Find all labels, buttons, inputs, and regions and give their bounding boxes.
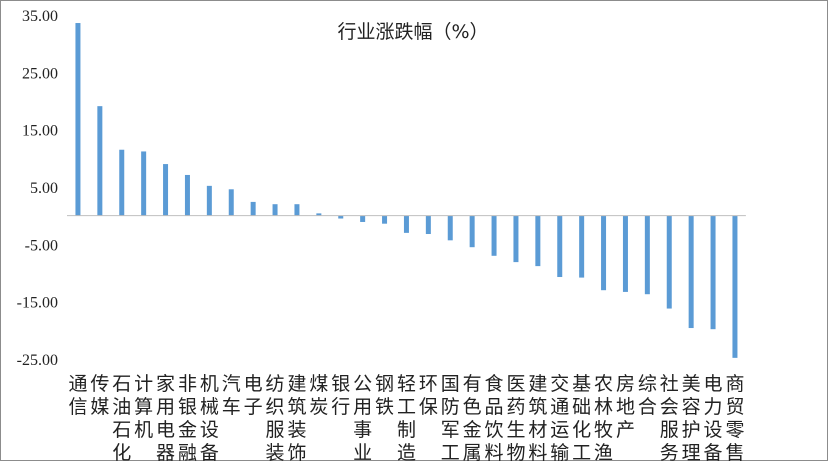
bar — [513, 215, 519, 263]
bar — [403, 215, 409, 233]
bar — [535, 215, 541, 267]
bar — [228, 189, 234, 216]
bar — [622, 215, 628, 292]
x-tick-label: 纺织服装 — [266, 373, 285, 461]
x-tick-label: 非银金融 — [178, 373, 197, 461]
bar — [579, 215, 585, 278]
x-tick-label: 社会服务 — [660, 373, 679, 461]
x-tick-label: 通信 — [68, 373, 87, 418]
x-tick-label: 公用事业 — [353, 373, 372, 461]
y-tick-label: 5.00 — [30, 180, 58, 197]
y-axis: 35.00 25.00 15.00 5.00 -5.00 -15.00 -25.00 — [17, 8, 58, 369]
y-tick-label: -25.00 — [17, 352, 58, 369]
x-tick-label: 计算机 — [134, 373, 153, 441]
x-tick-label: 基础化工 — [572, 373, 591, 461]
y-tick-label: -15.00 — [17, 295, 58, 312]
bar — [184, 174, 190, 216]
x-tick-label: 商贸零售 — [725, 373, 744, 461]
bar — [206, 185, 212, 216]
bar — [163, 164, 169, 216]
x-tick-label: 银行 — [331, 373, 350, 418]
bar — [338, 215, 344, 219]
x-tick-label: 有色金属 — [463, 373, 482, 461]
y-tick-label: 15.00 — [22, 123, 58, 140]
bar — [97, 106, 103, 216]
bar — [141, 151, 147, 216]
bar — [601, 215, 607, 291]
x-tick-label: 交通运输 — [550, 373, 569, 461]
bar — [119, 149, 125, 216]
bar — [250, 201, 256, 216]
x-axis-labels: 通信传媒石油石化计算机家用电器非银金融机械设备汽车电子纺织服装建筑装饰煤炭银行公… — [68, 373, 744, 461]
bar — [360, 215, 366, 222]
bar — [666, 215, 672, 309]
x-tick-label: 石油石化 — [112, 373, 131, 461]
x-tick-label: 建筑装饰 — [287, 373, 306, 461]
bar — [710, 215, 716, 330]
bar — [316, 213, 322, 216]
bar — [557, 215, 563, 278]
x-tick-label: 电力设备 — [704, 373, 723, 461]
x-tick-label: 房地产 — [616, 373, 635, 441]
x-tick-label: 建筑材料 — [528, 373, 547, 461]
x-tick-label: 综合 — [638, 373, 657, 418]
bar — [75, 23, 81, 216]
y-tick-label: 25.00 — [22, 65, 58, 82]
x-tick-label: 食品饮料 — [485, 373, 504, 461]
x-tick-label: 机械设备 — [200, 373, 219, 461]
x-tick-label: 汽车 — [222, 373, 241, 418]
x-tick-label: 家用电器 — [156, 373, 175, 461]
bar — [294, 204, 300, 216]
bar — [491, 215, 497, 256]
x-tick-label: 农林牧渔 — [594, 373, 613, 461]
y-tick-label: -5.00 — [25, 237, 58, 254]
bar — [732, 215, 738, 358]
bar — [425, 215, 431, 235]
bar — [447, 215, 453, 241]
y-tick-label: 35.00 — [22, 8, 58, 25]
x-tick-label: 钢铁 — [375, 373, 394, 418]
bar — [382, 215, 388, 224]
x-tick-label: 国防军工 — [441, 373, 460, 461]
bar — [688, 215, 694, 329]
x-tick-label: 医药生物 — [506, 373, 525, 461]
bar — [272, 204, 278, 216]
x-tick-label: 电子 — [244, 373, 263, 418]
bar — [469, 215, 475, 248]
x-tick-label: 传媒 — [90, 373, 109, 418]
x-tick-label: 煤炭 — [309, 373, 328, 418]
chart-title: 行业涨跌幅（%） — [337, 21, 488, 43]
x-tick-label: 美容护理 — [682, 373, 701, 461]
x-tick-label: 环保 — [419, 373, 438, 418]
bar-series — [75, 23, 738, 358]
bar — [644, 215, 650, 295]
x-tick-label: 轻工制造 — [397, 373, 416, 461]
